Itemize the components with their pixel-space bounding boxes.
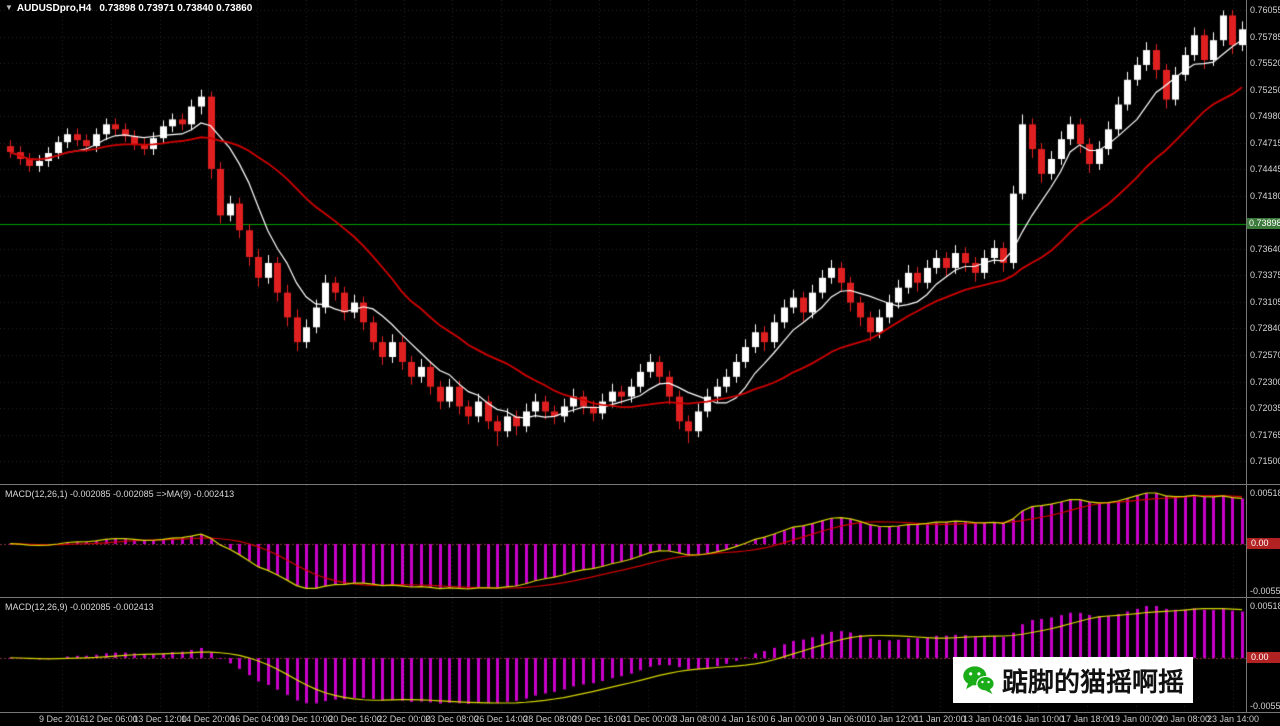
macd1-zero-label: 0.00 xyxy=(1247,538,1280,549)
macd1-label: MACD(12,26,1) -0.002085 -0.002085 =>MA(9… xyxy=(5,489,235,499)
price-axis-label: 0.74445 xyxy=(1250,164,1280,175)
panel-separator[interactable] xyxy=(0,484,1280,485)
time-axis-label: 16 Dec 04:00 xyxy=(230,714,284,724)
price-axis-label: 0.74980 xyxy=(1250,111,1280,122)
time-axis-label: 31 Dec 00:00 xyxy=(621,714,675,724)
time-axis-label: 11 Jan 20:00 xyxy=(914,714,966,724)
time-axis-label: 19 Jan 00:00 xyxy=(1109,714,1163,724)
time-axis-label: 28 Dec 08:00 xyxy=(523,714,577,724)
price-chart-canvas[interactable] xyxy=(0,0,1246,484)
macd1-axis-min: -0.00555 xyxy=(1250,586,1280,596)
price-axis-label: 0.74715 xyxy=(1250,137,1280,148)
time-axis-label: 17 Jan 18:00 xyxy=(1060,714,1114,724)
price-axis-label: 0.72035 xyxy=(1250,402,1280,413)
watermark-text: 踮脚的猫摇啊摇 xyxy=(1001,666,1184,697)
time-axis-label: 16 Jan 10:00 xyxy=(1011,714,1065,724)
time-axis-label: 9 Jan 06:00 xyxy=(819,714,867,724)
chart-ohlc-values: 0.73898 0.73971 0.73840 0.73860 xyxy=(99,3,253,14)
chart-symbol-period: AUDUSDpro,H4 xyxy=(16,3,92,14)
time-axis-separator xyxy=(0,712,1280,713)
time-axis-label: 12 Dec 06:00 xyxy=(84,714,138,724)
price-axis-label: 0.76055 xyxy=(1250,5,1280,15)
price-axis-label: 0.75250 xyxy=(1250,84,1280,95)
time-axis-label: 29 Dec 16:00 xyxy=(572,714,626,724)
time-axis-label: 23 Dec 08:00 xyxy=(425,714,479,724)
chart-title: ▼ AUDUSDpro,H4 0.73898 0.73971 0.73840 0.7… xyxy=(5,3,252,14)
time-axis-label: 23 Jan 14:00 xyxy=(1206,714,1260,724)
wechat-icon xyxy=(963,666,995,695)
macd1-indicator-canvas[interactable] xyxy=(0,485,1246,597)
macd1-axis-max: 0.00518 xyxy=(1250,488,1280,498)
time-axis-label: 4 Jan 16:00 xyxy=(721,714,769,724)
current-price-label: 0.73898 xyxy=(1247,218,1280,229)
macd2-axis-max: 0.00518 xyxy=(1250,601,1280,611)
price-axis-label: 0.72570 xyxy=(1250,350,1280,360)
price-axis-label: 0.72300 xyxy=(1250,376,1280,387)
time-axis-label: 20 Jan 08:00 xyxy=(1157,714,1211,724)
time-axis-label: 14 Dec 20:00 xyxy=(181,714,235,724)
panel-separator[interactable] xyxy=(0,597,1280,598)
price-scale-separator xyxy=(1246,0,1247,712)
price-axis-label: 0.71765 xyxy=(1250,429,1280,440)
price-axis-label: 0.73640 xyxy=(1250,244,1280,255)
time-axis[interactable]: 9 Dec 2016 12 Dec 06:00 13 Dec 12:00 14 Dec… xyxy=(0,713,1259,726)
time-axis-label: 20 Dec 16:00 xyxy=(328,714,382,724)
symbol-dropdown-icon[interactable]: ▼ xyxy=(5,3,13,12)
time-axis-label: 3 Jan 08:00 xyxy=(672,714,720,724)
time-axis-label: 9 Dec 2016 xyxy=(38,714,86,724)
time-axis-label: 22 Dec 00:00 xyxy=(377,714,431,724)
macd2-label: MACD(12,26,9) -0.002085 -0.002413 xyxy=(5,602,154,612)
time-axis-label: 13 Jan 04:00 xyxy=(962,714,1016,724)
time-axis-label: 10 Jan 12:00 xyxy=(865,714,919,724)
macd2-axis-min: -0.00555 xyxy=(1250,701,1280,711)
price-axis-label: 0.71500 xyxy=(1250,455,1280,466)
time-axis-label: 19 Dec 10:00 xyxy=(279,714,333,724)
price-axis-label: 0.75520 xyxy=(1250,57,1280,68)
price-axis-label: 0.73105 xyxy=(1250,297,1280,308)
time-axis-label: 6 Jan 00:00 xyxy=(770,714,818,724)
time-axis-label: 26 Dec 14:00 xyxy=(474,714,528,724)
price-axis-label: 0.72840 xyxy=(1250,323,1280,334)
price-axis-label: 0.73375 xyxy=(1250,270,1280,281)
price-axis-label: 0.75785 xyxy=(1250,31,1280,42)
macd2-zero-label: 0.00 xyxy=(1247,652,1280,663)
price-axis[interactable]: 0.76055 0.75785 0.75520 0.75250 0.74980 0.747… xyxy=(1248,0,1280,484)
price-axis-label: 0.74180 xyxy=(1250,190,1280,201)
watermark: 踮脚的猫摇啊摇 xyxy=(953,657,1193,703)
time-axis-label: 13 Dec 12:00 xyxy=(133,714,187,724)
